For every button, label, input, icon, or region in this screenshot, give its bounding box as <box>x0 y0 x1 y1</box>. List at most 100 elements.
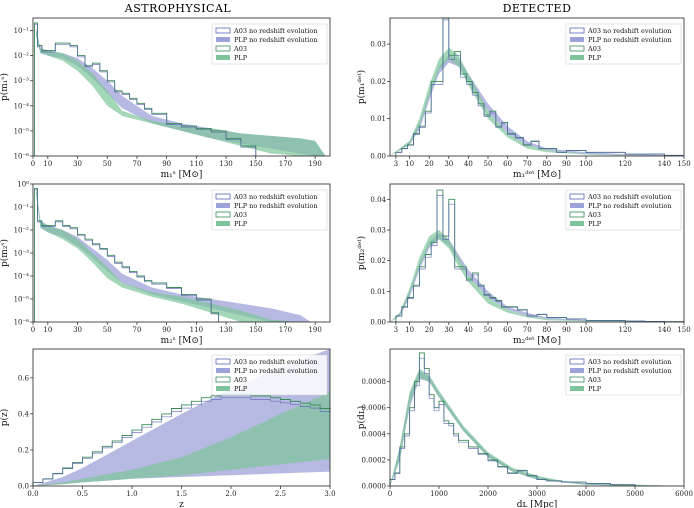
legend-label: PLP no redshift evolution <box>234 36 318 44</box>
x-tick-label: 70 <box>132 326 141 334</box>
x-axis-label: m₁ᵈᵉᵗ [M⊙] <box>513 170 561 180</box>
x-tick-label: 20 <box>425 326 434 334</box>
legend-label: A03 no redshift evolution <box>233 358 317 366</box>
legend-label: A03 no redshift evolution <box>587 358 671 366</box>
legend-swatch <box>569 45 585 52</box>
y-tick-label: 10⁻⁴ <box>14 102 30 110</box>
x-tick-label: 10 <box>43 326 52 334</box>
x-tick-label: 0 <box>31 326 35 334</box>
y-tick-label: 0.02 <box>370 78 386 86</box>
legend-label: A03 no redshift evolution <box>587 193 671 201</box>
y-tick-label: 0.0008 <box>362 378 387 386</box>
plot-frame <box>389 17 685 157</box>
legend-label: PLP <box>588 385 602 393</box>
x-tick-label: 130 <box>219 326 232 334</box>
x-tick-label: 50 <box>103 160 112 168</box>
legend-label: A03 <box>233 376 247 384</box>
y-tick-label: 0.0002 <box>362 456 387 464</box>
legend-swatch <box>215 376 231 383</box>
legend-swatch <box>216 221 230 226</box>
y-tick-label: 10⁻⁵ <box>14 127 30 135</box>
chart-dl: 0 1000 2000 3000 4000 5000 6000 0.0000 0.0002 0.0… <box>356 348 693 508</box>
x-tick-label: 170 <box>279 160 292 168</box>
y-tick-label: 0.00 <box>370 319 386 327</box>
chart-z: 0.0 0.5 1.0 1.5 2.0 2.5 3.0 0.0 0.2 0.4 0.6 z p(z) A0… <box>0 348 336 508</box>
legend-label: A03 no redshift evolution <box>587 27 671 35</box>
hist-a03 <box>32 393 331 486</box>
band-plp <box>33 392 330 486</box>
y-tick-label: 0.0 <box>18 483 29 491</box>
y-axis-label: p(m₂ᵈᵉᵗ) <box>356 236 367 270</box>
legend-swatch <box>215 358 231 365</box>
x-tick-label: 30 <box>444 160 453 168</box>
x-tick-label: 40 <box>464 160 473 168</box>
legend-box <box>211 189 328 231</box>
x-tick-label: 40 <box>464 326 473 334</box>
y-axis-label: p(m₂ˢ) <box>0 239 10 267</box>
y-tick-label: 0.4 <box>18 410 30 418</box>
x-tick-label: 170 <box>279 326 292 334</box>
x-tick-label: 190 <box>308 326 321 334</box>
legend-swatch <box>216 386 230 391</box>
y-tick-label: 0.0000 <box>362 483 387 491</box>
legend-swatch <box>570 203 584 208</box>
legend-label: PLP no redshift evolution <box>234 202 318 210</box>
x-tick-label: 0 <box>31 160 35 168</box>
hist-a03-no-evolution <box>34 189 219 322</box>
chart-m2_det: 3 10 20 30 40 50 60 70 80 90 100 120 140 150 0.00 0.01 0… <box>356 183 691 346</box>
y-tick-label: 0.2 <box>18 446 29 454</box>
x-tick-label: 4000 <box>577 490 595 498</box>
band-plp <box>36 186 311 322</box>
y-tick-label: 10⁻³ <box>14 77 30 85</box>
x-axis-label: z <box>179 500 184 508</box>
legend-swatch <box>216 203 230 208</box>
chart-m2_astro: 0 10 30 50 70 90 110 130 150 170 190 10⁻⁶ 10⁻⁵ 10⁻⁴ 10… <box>0 181 331 346</box>
x-tick-label: 60 <box>503 160 512 168</box>
hist-a03-no-evolution <box>34 23 257 156</box>
legend-label: PLP no redshift evolution <box>588 367 672 375</box>
plot-frame <box>389 183 685 323</box>
legend-swatch <box>569 358 585 365</box>
legend-swatch <box>215 45 231 52</box>
legend-box <box>211 354 328 396</box>
x-tick-label: 50 <box>484 160 493 168</box>
x-tick-label: 3 <box>394 326 398 334</box>
x-tick-label: 50 <box>103 326 112 334</box>
y-tick-label: 0.0004 <box>362 430 387 438</box>
x-tick-label: 1.5 <box>176 490 187 498</box>
legend-label: A03 <box>587 45 601 53</box>
x-tick-label: 6000 <box>675 490 693 498</box>
x-tick-label: 0.0 <box>27 490 38 498</box>
legend-label: PLP <box>588 220 602 228</box>
y-tick-label: 0.0006 <box>362 404 387 412</box>
legend-label: PLP <box>234 220 248 228</box>
x-tick-label: 140 <box>658 326 671 334</box>
x-tick-label: 100 <box>579 326 592 334</box>
header-astrophysical: ASTROPHYSICAL <box>124 2 232 15</box>
x-tick-label: 10 <box>405 326 414 334</box>
y-axis-label: p(z) <box>0 409 10 427</box>
y-tick-label: 10⁻⁶ <box>14 319 30 327</box>
legend-label: PLP <box>234 54 248 62</box>
x-tick-label: 150 <box>249 326 262 334</box>
y-tick-label: 0.6 <box>18 374 30 382</box>
x-tick-label: 150 <box>677 326 690 334</box>
x-tick-label: 30 <box>444 326 453 334</box>
chart-m1_astro: 0 10 30 50 70 90 110 130 150 170 190 10⁻⁶ 10⁻⁵ 10⁻⁴ 10… <box>0 17 331 180</box>
legend-swatch <box>215 193 231 200</box>
legend-label: A03 <box>233 211 247 219</box>
x-tick-label: 130 <box>219 160 232 168</box>
legend-swatch <box>570 221 584 226</box>
legend-swatch <box>569 193 585 200</box>
y-tick-label: 0.03 <box>370 227 386 235</box>
legend-swatch <box>215 211 231 218</box>
legend-swatch <box>569 376 585 383</box>
x-axis-label: m₂ᵈᵉᵗ [M⊙] <box>513 336 561 346</box>
x-tick-label: 140 <box>658 160 671 168</box>
legend-label: PLP <box>588 54 602 62</box>
x-tick-label: 70 <box>132 160 141 168</box>
x-tick-label: 90 <box>162 160 171 168</box>
